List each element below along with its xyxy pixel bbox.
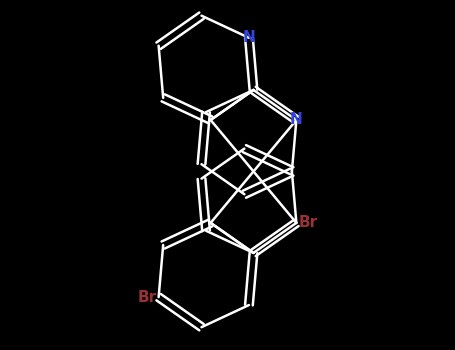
Text: N: N [290, 112, 303, 127]
Text: Br: Br [298, 215, 317, 230]
Text: Br: Br [138, 290, 157, 304]
Text: N: N [243, 30, 255, 45]
